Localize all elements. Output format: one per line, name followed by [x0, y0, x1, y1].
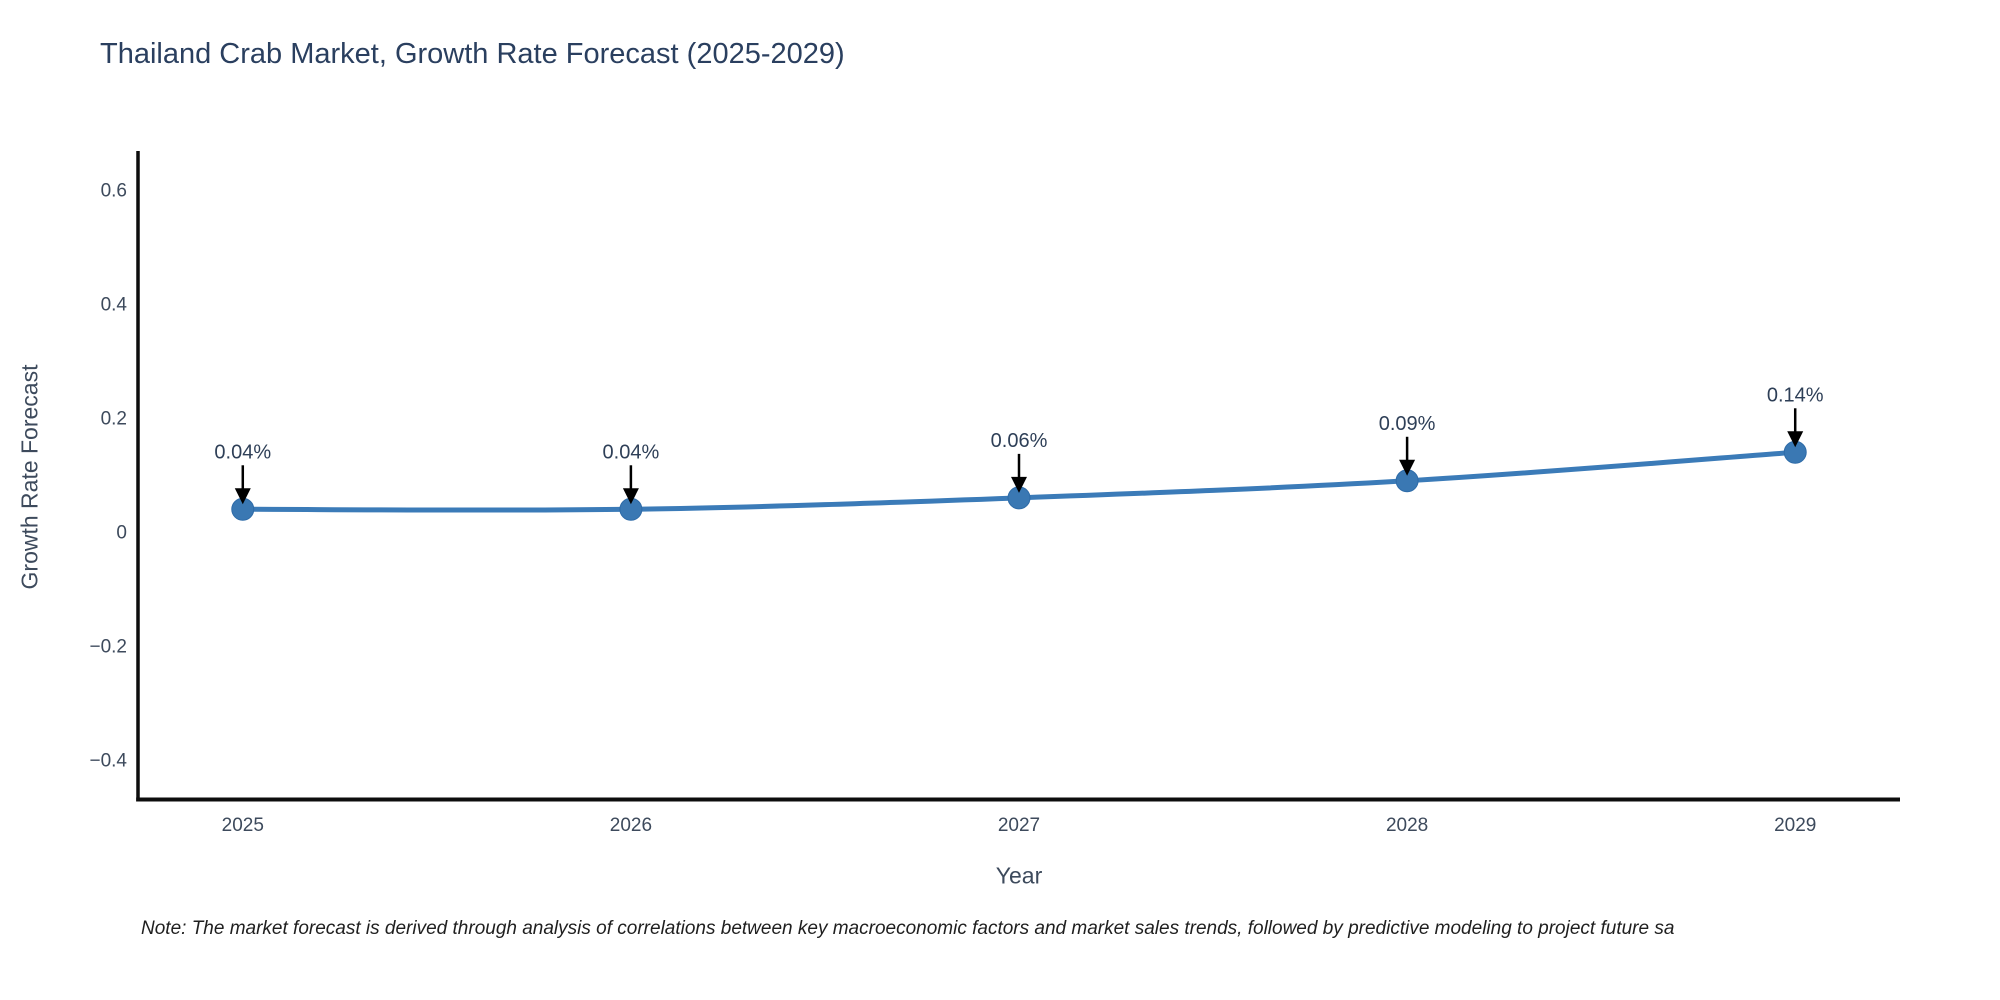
y-tick-label: 0.4 [101, 295, 128, 316]
y-tick-label: −0.4 [89, 751, 127, 772]
annotation-label-2028: 0.09% [1379, 413, 1436, 435]
x-tick-label: 2029 [1774, 815, 1816, 836]
annotation-arrow-head-2027 [1011, 476, 1027, 493]
y-tick-label: 0 [116, 523, 127, 544]
annotation-arrow-head-2029 [1787, 431, 1804, 448]
footnote-text: Note: The market forecast is derived thr… [141, 918, 1675, 939]
x-tick-label: 2028 [1386, 815, 1428, 836]
annotation-arrow-head-2025 [234, 488, 251, 505]
chart-title: Thailand Crab Market, Growth Rate Foreca… [100, 38, 845, 70]
x-tick-label: 2027 [998, 815, 1040, 836]
y-tick-label: 0.2 [101, 409, 127, 430]
annotation-label-2027: 0.06% [991, 430, 1048, 452]
x-axis-title: Year [995, 862, 1043, 889]
x-tick-label: 2026 [610, 815, 652, 836]
x-tick-label: 2025 [222, 815, 264, 836]
annotation-label-2025: 0.04% [214, 441, 271, 463]
annotation-arrow-head-2026 [622, 488, 639, 505]
annotation-arrow-head-2028 [1399, 459, 1416, 476]
annotation-label-2026: 0.04% [603, 441, 660, 463]
annotation-label-2029: 0.14% [1767, 384, 1824, 406]
y-tick-label: 0.6 [101, 181, 127, 202]
y-axis-title: Growth Rate Forecast [16, 364, 43, 590]
y-tick-label: −0.2 [89, 637, 127, 658]
